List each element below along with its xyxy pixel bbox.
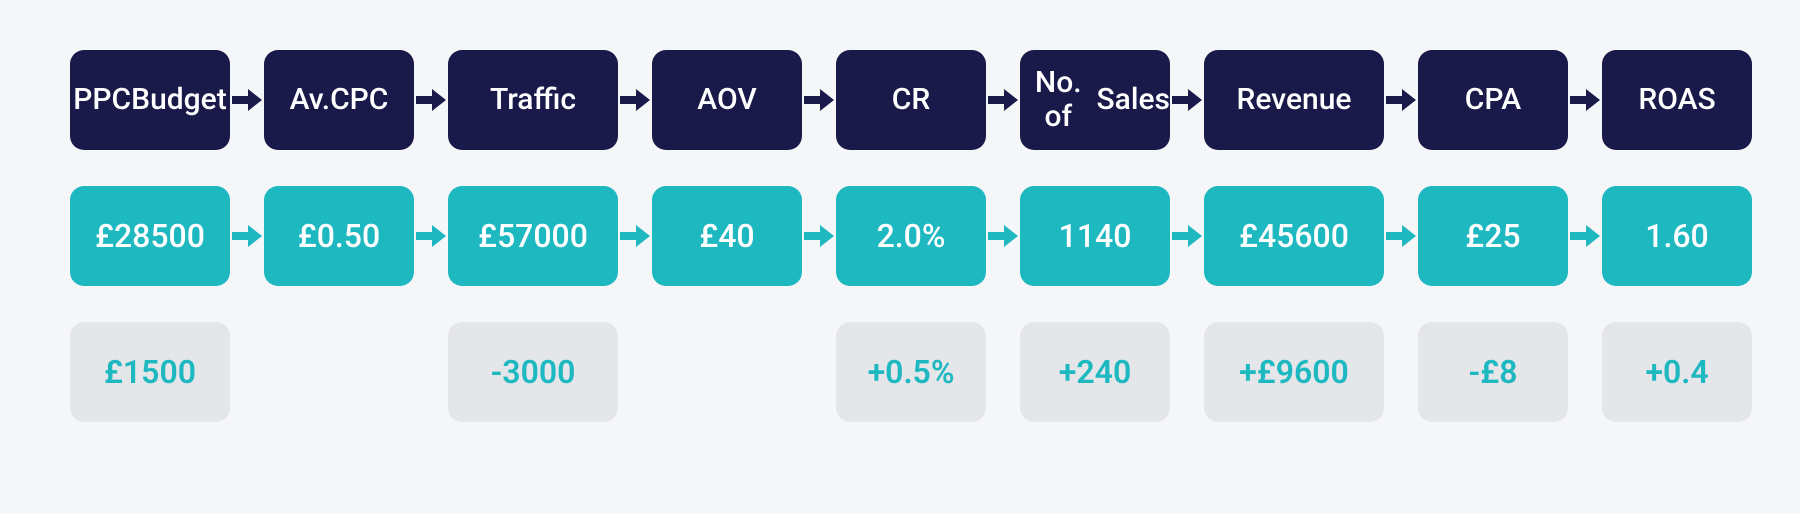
arrow-icon (1170, 87, 1204, 113)
header-aov: AOV (652, 50, 802, 150)
delta-traffic: -3000 (448, 322, 618, 422)
delta-sales: +240 (1020, 322, 1170, 422)
arrow-icon (1170, 223, 1204, 249)
value-roas: 1.60 (1602, 186, 1752, 286)
header-revenue: Revenue (1204, 50, 1384, 150)
header-traffic: Traffic (448, 50, 618, 150)
arrow-icon (414, 87, 448, 113)
delta-roas: +0.4 (1602, 322, 1752, 422)
arrow-icon (1568, 87, 1602, 113)
delta-ppc_budget: £1500 (70, 322, 230, 422)
value-row: £28500 £0.50 £57000 £40 2.0% 1140 £45600… (70, 186, 1730, 286)
value-sales: 1140 (1020, 186, 1170, 286)
value-cr: 2.0% (836, 186, 986, 286)
header-ppc_budget: PPCBudget (70, 50, 230, 150)
value-ppc_budget: £28500 (70, 186, 230, 286)
arrow-icon (1384, 87, 1418, 113)
value-revenue: £45600 (1204, 186, 1384, 286)
value-av_cpc: £0.50 (264, 186, 414, 286)
header-roas: ROAS (1602, 50, 1752, 150)
header-av_cpc: Av.CPC (264, 50, 414, 150)
value-cpa: £25 (1418, 186, 1568, 286)
arrow-icon (1384, 223, 1418, 249)
arrow-icon (986, 87, 1020, 113)
arrow-icon (618, 223, 652, 249)
arrow-icon (802, 223, 836, 249)
arrow-icon (230, 87, 264, 113)
value-aov: £40 (652, 186, 802, 286)
arrow-icon (618, 87, 652, 113)
delta-revenue: +£9600 (1204, 322, 1384, 422)
arrow-icon (1568, 223, 1602, 249)
header-cr: CR (836, 50, 986, 150)
arrow-icon (802, 87, 836, 113)
header-cpa: CPA (1418, 50, 1568, 150)
header-sales: No. ofSales (1020, 50, 1170, 150)
delta-row: £1500-3000+0.5%+240+£9600-£8+0.4 (70, 322, 1730, 422)
arrow-icon (986, 223, 1020, 249)
value-traffic: £57000 (448, 186, 618, 286)
delta-cr: +0.5% (836, 322, 986, 422)
arrow-icon (230, 223, 264, 249)
header-row: PPCBudget Av.CPC Traffic AOV CR No. ofSa… (70, 50, 1730, 150)
arrow-icon (414, 223, 448, 249)
delta-cpa: -£8 (1418, 322, 1568, 422)
